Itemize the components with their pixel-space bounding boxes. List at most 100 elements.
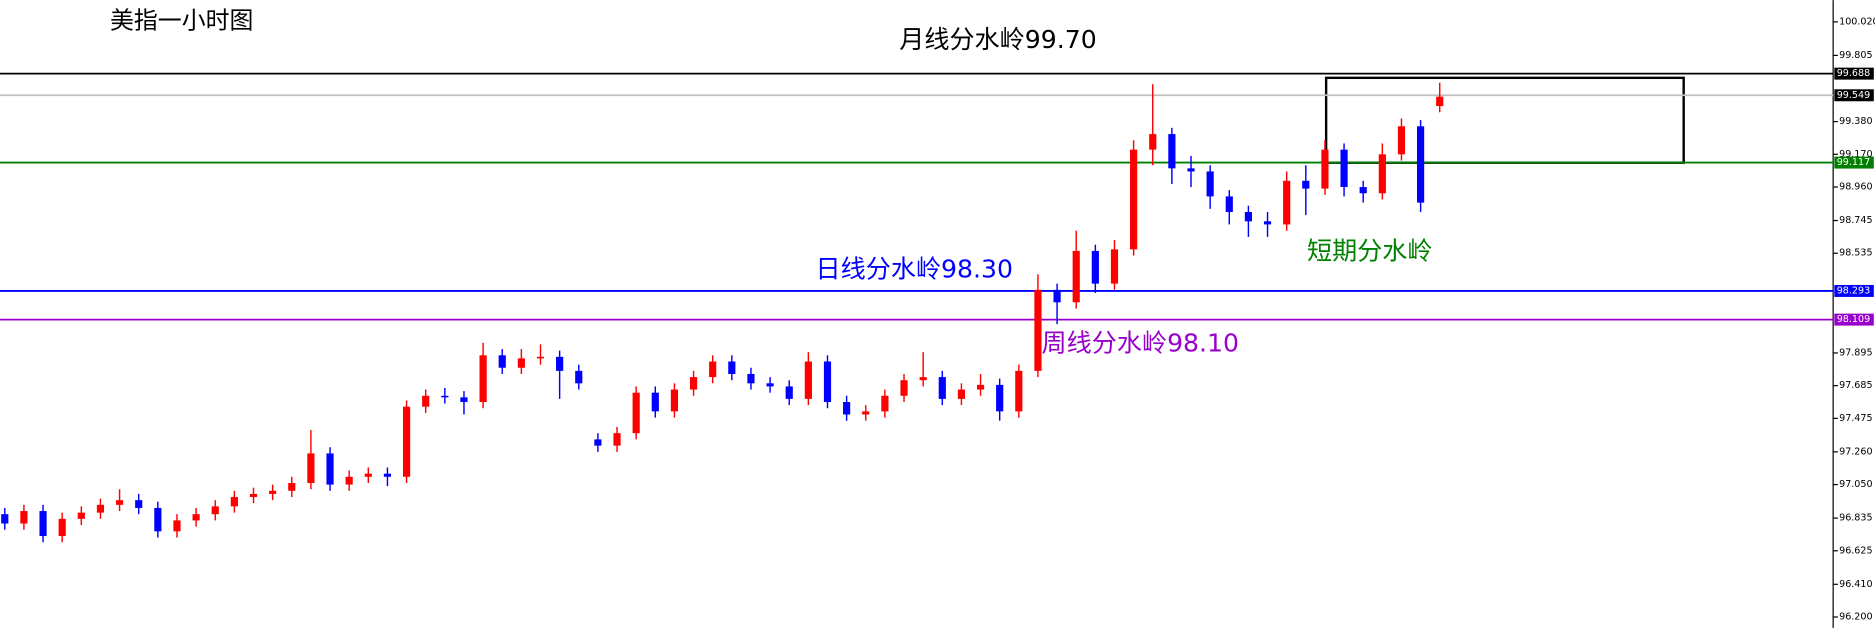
candle-body	[39, 511, 47, 536]
candle-body	[1168, 134, 1176, 169]
level-label-bg	[1834, 89, 1874, 102]
level-label: 98.293	[1837, 285, 1870, 296]
candle-body	[1091, 250, 1099, 284]
y-tick-label: 96.625	[1839, 545, 1872, 556]
candle-body	[575, 370, 583, 384]
candle-body	[1244, 211, 1252, 222]
candle-body	[288, 483, 296, 491]
candle-body	[976, 384, 985, 390]
candle-body	[613, 433, 621, 446]
candle-body	[173, 520, 181, 532]
candle-body	[881, 395, 889, 412]
candle-body	[766, 383, 774, 387]
y-tick-label: 99.805	[1839, 50, 1872, 61]
candle-body	[77, 512, 85, 519]
candle-body	[422, 395, 430, 407]
candle-body	[900, 380, 908, 396]
candle-body	[996, 384, 1004, 412]
y-tick-label: 98.960	[1839, 182, 1872, 193]
candle-body	[1206, 171, 1214, 197]
candle-body	[269, 490, 277, 494]
candle-body	[383, 473, 392, 477]
y-tick-label: 97.475	[1839, 413, 1872, 424]
annotation: 日线分水岭98.30	[816, 254, 1013, 283]
candle-body	[1225, 196, 1233, 212]
candle-body	[1321, 149, 1329, 189]
candle-body	[211, 506, 219, 515]
candle-body	[670, 389, 679, 412]
y-tick-label: 99.380	[1839, 116, 1872, 127]
level-label-bg	[1834, 313, 1874, 326]
candle-body	[957, 389, 966, 399]
annotation: 短期分水岭	[1307, 236, 1433, 265]
annotation: 周线分水岭98.10	[1042, 328, 1239, 357]
candle-body	[307, 453, 315, 484]
annotation: 月线分水岭99.70	[899, 25, 1096, 54]
y-tick-label: 96.410	[1839, 579, 1872, 590]
chart-title: 美指一小时图	[110, 7, 253, 35]
candle-body	[785, 386, 793, 399]
candle-body	[58, 518, 66, 536]
y-tick-label: 97.050	[1839, 479, 1872, 490]
candle-body	[1340, 149, 1348, 188]
y-tick-label: 98.745	[1839, 215, 1872, 226]
candle-body	[1149, 134, 1157, 150]
candle-body	[1417, 126, 1425, 203]
candle-body	[1072, 250, 1080, 303]
candle-body	[441, 395, 449, 398]
level-label: 99.688	[1837, 68, 1870, 79]
candle-body	[20, 511, 28, 524]
candle-body	[1283, 180, 1291, 225]
candle-body	[364, 473, 372, 477]
candle-body	[747, 373, 755, 384]
candle-body	[1034, 289, 1042, 371]
candle-body	[651, 392, 659, 412]
y-tick-label: 100.020	[1839, 16, 1875, 27]
candle-body	[1015, 370, 1023, 412]
y-tick-label: 96.200	[1839, 611, 1872, 622]
candle-body	[345, 476, 353, 485]
candle-body	[594, 439, 602, 446]
candle-body	[1110, 249, 1119, 284]
level-label: 99.549	[1837, 90, 1870, 101]
candle-body	[1378, 154, 1386, 194]
candle-body	[632, 392, 640, 434]
candle-body	[1130, 149, 1138, 250]
candle-body	[1263, 221, 1272, 225]
candle-body	[1397, 126, 1406, 155]
y-tick-label: 98.535	[1839, 248, 1872, 259]
y-tick-label: 96.835	[1839, 513, 1872, 524]
candle-body	[479, 355, 487, 403]
y-tick-label: 97.260	[1839, 446, 1872, 457]
candle-body	[1187, 168, 1195, 172]
candle-body	[1359, 187, 1367, 194]
y-tick-label: 99.170	[1839, 149, 1872, 160]
level-label-bg	[1834, 156, 1874, 169]
candle-body	[938, 377, 946, 399]
candle-body	[804, 361, 812, 399]
candle-body	[498, 355, 506, 368]
candle-body	[326, 453, 334, 485]
y-tick-label: 97.685	[1839, 380, 1872, 391]
candle-body	[249, 493, 258, 498]
candle-body	[862, 411, 870, 415]
candle-body	[135, 500, 143, 508]
candle-body	[96, 504, 105, 513]
candle-body	[154, 507, 162, 532]
candle-body	[689, 377, 698, 390]
candle-body	[402, 406, 411, 477]
candle-body	[115, 500, 124, 505]
candle-body	[728, 361, 736, 374]
candle-body	[517, 358, 525, 368]
candle-body	[843, 402, 851, 415]
level-label: 98.109	[1837, 314, 1870, 325]
candle-body	[556, 356, 564, 371]
candle-body	[1436, 96, 1444, 107]
candle-body	[536, 356, 545, 359]
candle-body	[1053, 289, 1061, 303]
candle-body	[919, 377, 927, 381]
candle-body	[230, 497, 238, 507]
y-tick-label: 97.895	[1839, 347, 1872, 358]
